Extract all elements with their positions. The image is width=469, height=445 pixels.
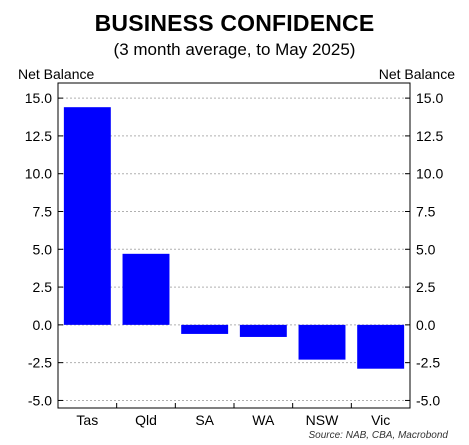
y-tick-label-left: -5.0	[28, 392, 52, 408]
y-tick-label-right: 0.0	[416, 317, 436, 333]
x-category-label: Qld	[135, 412, 157, 428]
x-category-label: WA	[252, 412, 275, 428]
gridlines	[58, 97, 410, 401]
chart-subtitle: (3 month average, to May 2025)	[113, 40, 356, 59]
bar-wa	[239, 324, 287, 337]
bar-tas	[63, 107, 111, 325]
y-tick-label-right: 15.0	[416, 90, 443, 106]
source-note: Source: NAB, CBA, Macrobond	[308, 430, 448, 441]
x-category-label: Tas	[76, 412, 98, 428]
y-tick-label-left: 5.0	[33, 241, 53, 257]
y-axis-label-left: Net Balance	[18, 66, 94, 82]
x-category-label: NSW	[306, 412, 339, 428]
y-tick-label-right: -2.5	[416, 355, 440, 371]
y-tick-label-left: 10.0	[25, 166, 52, 182]
bar-vic	[357, 324, 405, 369]
x-category-label: Vic	[371, 412, 390, 428]
y-tick-label-right: 5.0	[416, 241, 436, 257]
y-tick-label-right: 10.0	[416, 166, 443, 182]
y-tick-label-right: 12.5	[416, 128, 443, 144]
y-tick-label-left: -2.5	[28, 355, 52, 371]
axis-ticks: 15.0 15.0 12.5 12.5 10.0 10.0 7.5 7.5 5.0 5.0 2.5 2…	[25, 90, 444, 428]
chart-title: BUSINESS CONFIDENCE	[94, 10, 375, 36]
bar-sa	[181, 324, 229, 334]
y-tick-label-left: 15.0	[25, 90, 52, 106]
y-axis-label-right: Net Balance	[379, 66, 455, 82]
y-tick-label-right: 2.5	[416, 279, 436, 295]
x-category-label: SA	[195, 412, 214, 428]
y-tick-label-left: 12.5	[25, 128, 52, 144]
bar-qld	[122, 253, 170, 325]
y-tick-label-right: 7.5	[416, 203, 436, 219]
y-tick-label-left: 0.0	[33, 317, 53, 333]
bars	[63, 107, 405, 369]
y-tick-label-left: 7.5	[33, 203, 53, 219]
bar-nsw	[298, 324, 346, 360]
y-tick-label-right: -5.0	[416, 392, 440, 408]
y-tick-label-left: 2.5	[33, 279, 53, 295]
